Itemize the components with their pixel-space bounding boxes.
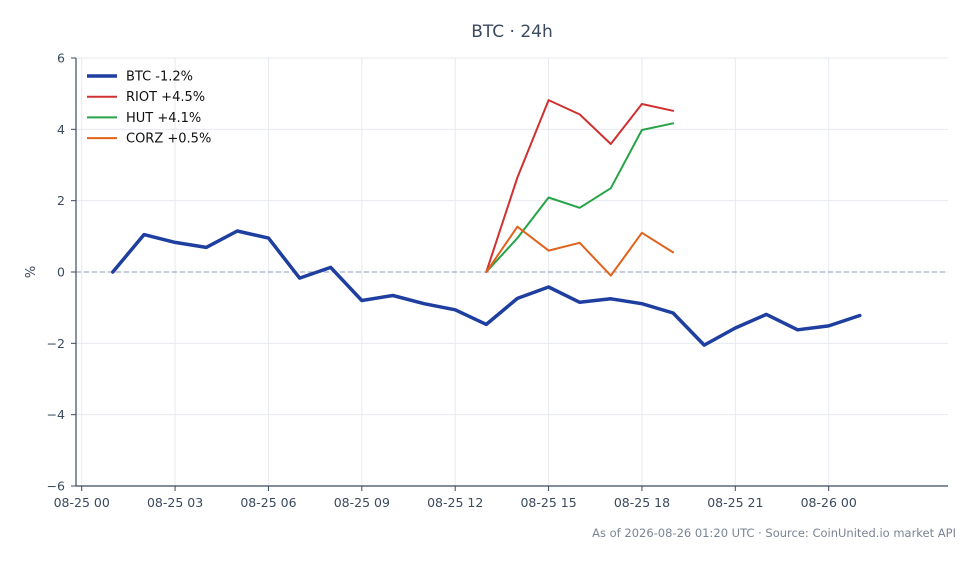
x-tick-label: 08-25 12	[427, 495, 483, 510]
y-axis-label: %	[24, 266, 39, 278]
source-footer: As of 2026-08-26 01:20 UTC · Source: Coi…	[592, 526, 956, 540]
legend-label-hut: HUT +4.1%	[126, 111, 201, 126]
x-tick-label: 08-25 15	[520, 495, 576, 510]
y-tick-label: 6	[57, 51, 65, 66]
series-line-btc	[111, 229, 862, 347]
series-lines	[111, 99, 862, 347]
x-tick-label: 08-25 03	[147, 495, 203, 510]
y-tick-label: −4	[47, 407, 65, 422]
y-tick-label: −2	[47, 336, 65, 351]
chart-title: BTC · 24h	[471, 22, 553, 42]
series-line-corz	[485, 225, 675, 277]
x-tick-label: 08-25 06	[240, 495, 296, 510]
y-tick-label: 0	[57, 265, 65, 280]
series-line-riot	[485, 99, 675, 273]
x-tick-label: 08-25 18	[614, 495, 670, 510]
y-tick-label: 2	[57, 193, 65, 208]
legend-label-riot: RIOT +4.5%	[126, 90, 205, 105]
legend-label-corz: CORZ +0.5%	[126, 132, 211, 147]
x-tick-label: 08-26 00	[801, 495, 857, 510]
x-tick-label: 08-25 21	[707, 495, 763, 510]
x-tick-label: 08-25 09	[334, 495, 390, 510]
y-tick-label: −6	[47, 479, 65, 494]
x-tick-label: 08-25 00	[54, 495, 110, 510]
series-line-hut	[485, 122, 675, 273]
legend-label-btc: BTC -1.2%	[126, 70, 193, 85]
axes: 08-25 00 08-25 03 08-25 06 08-25 09 08-25 12…	[47, 51, 948, 510]
legend: BTC -1.2% RIOT +4.5% HUT +4.1% CORZ +0.5%	[87, 70, 211, 147]
y-tick-label: 4	[57, 122, 65, 137]
